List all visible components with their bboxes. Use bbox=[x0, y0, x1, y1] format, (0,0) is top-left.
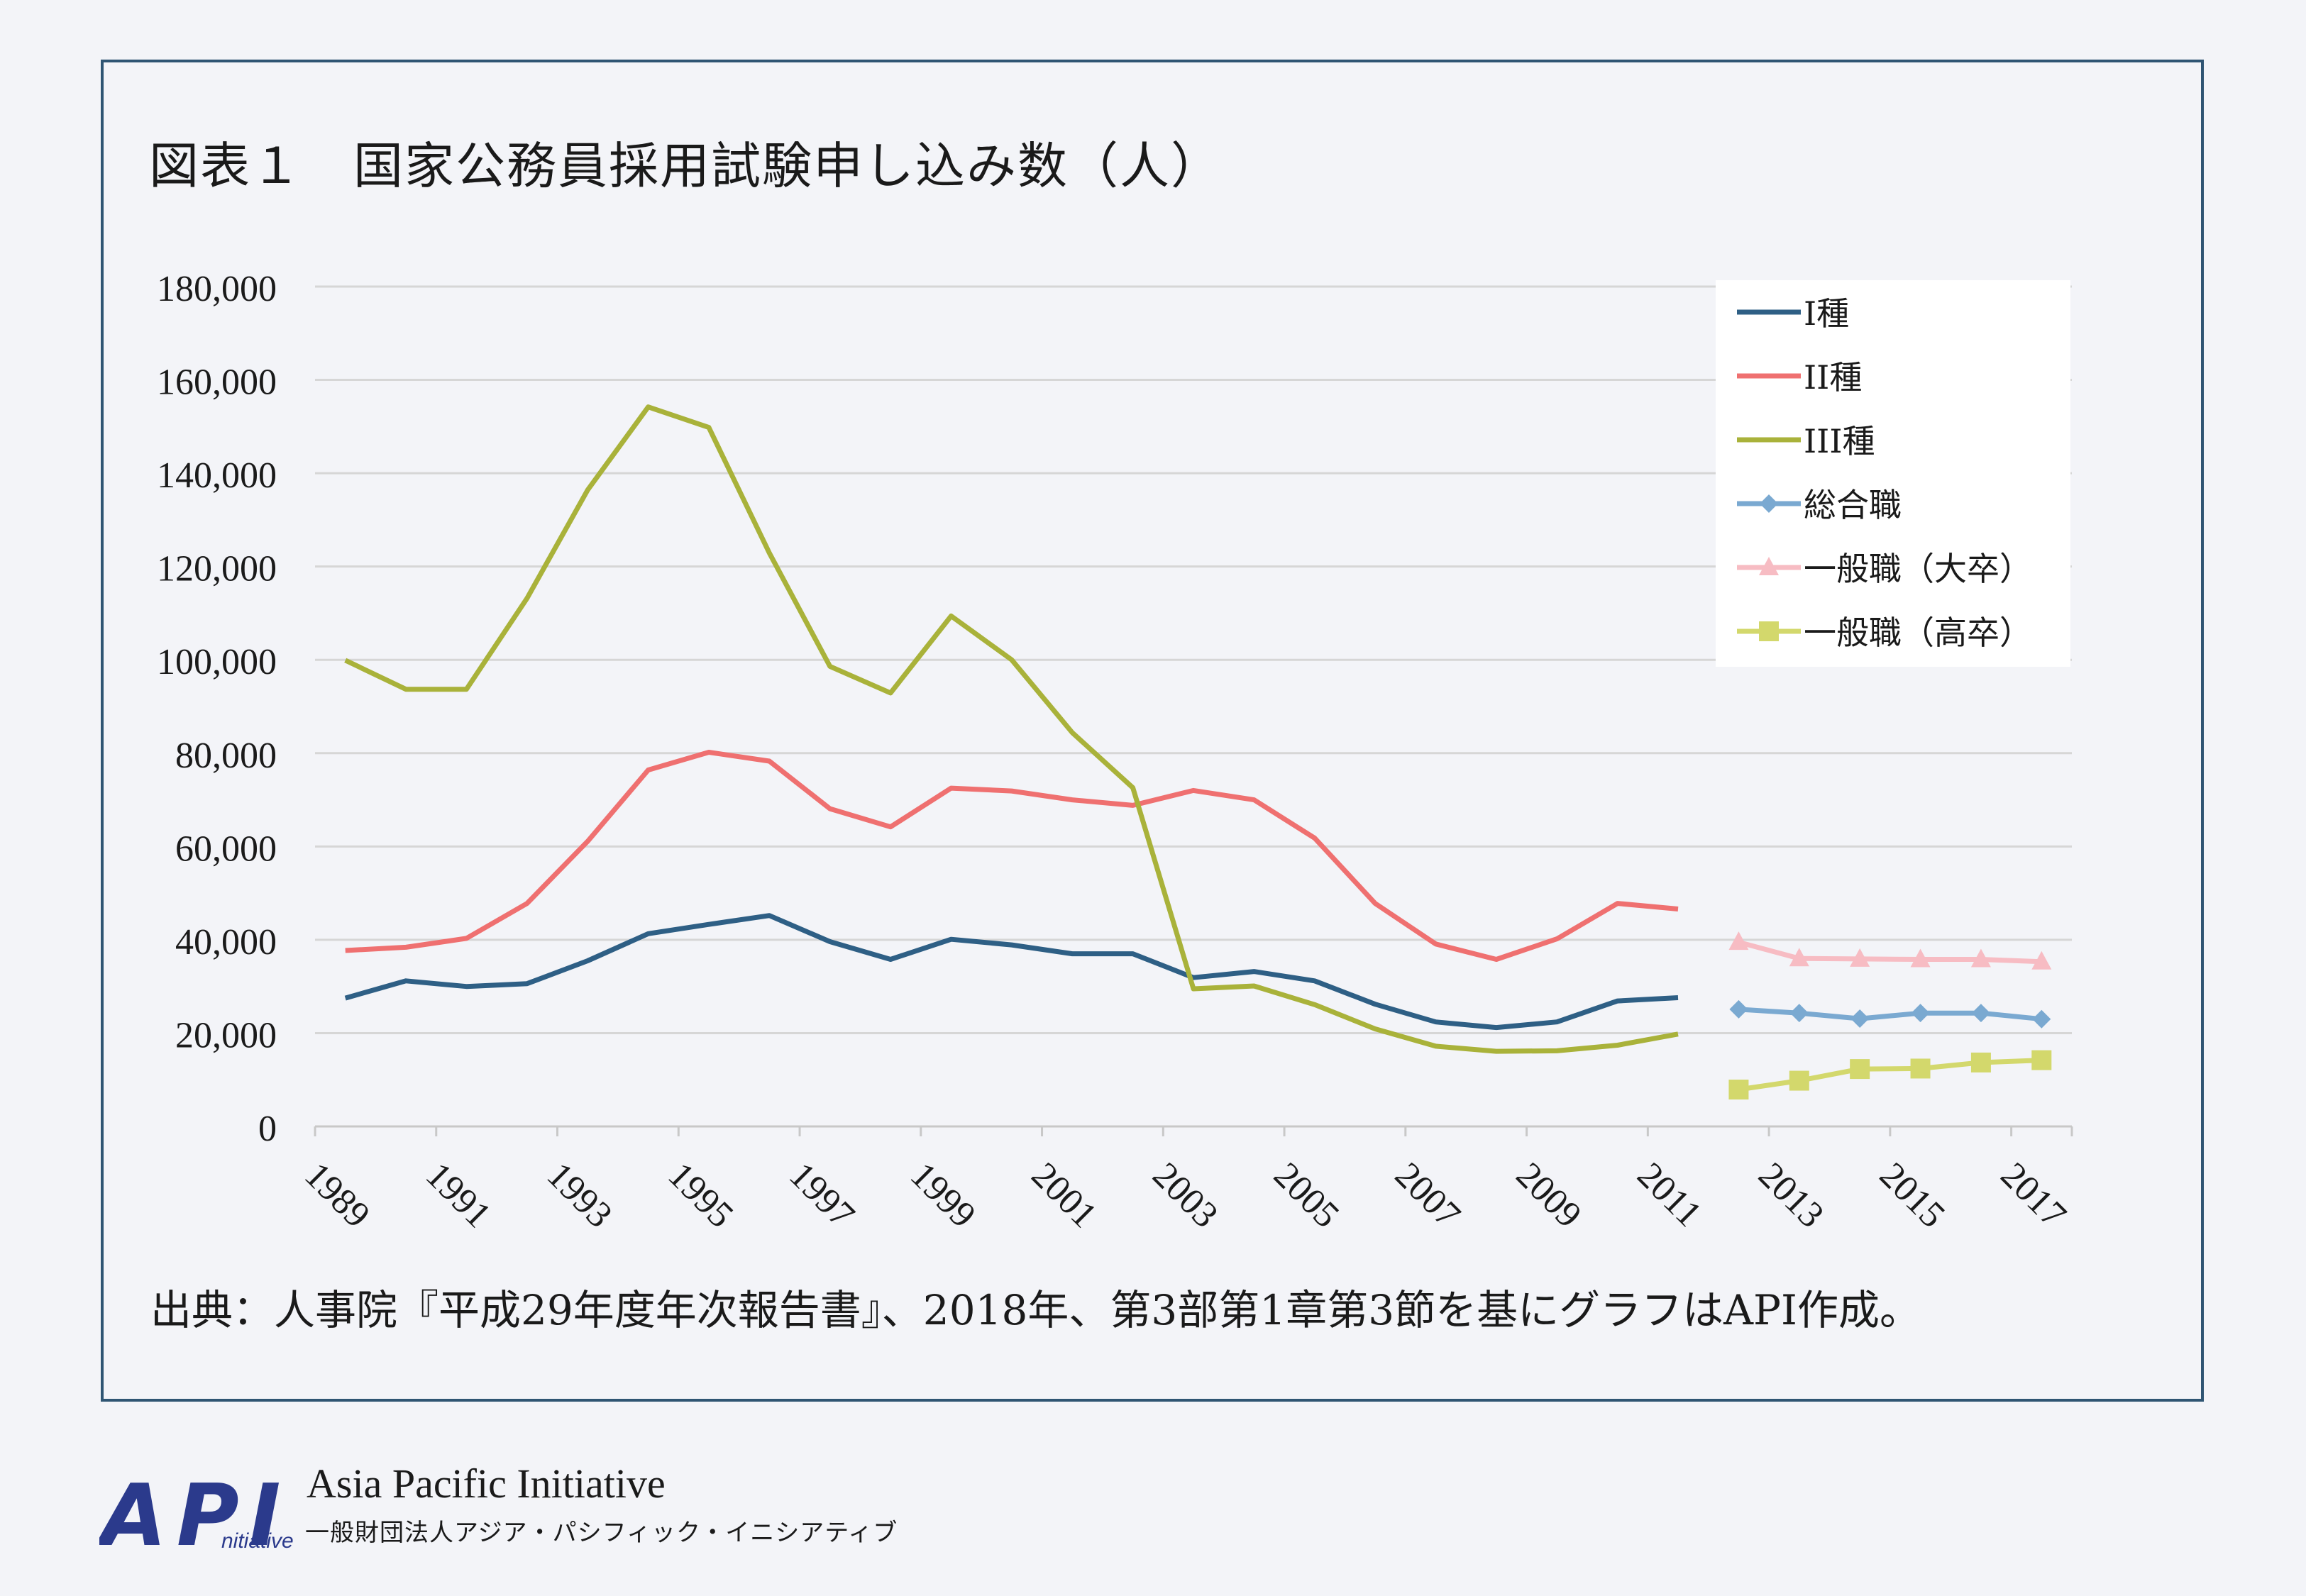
legend-label: II種 bbox=[1804, 358, 1862, 397]
legend-label: 総合職 bbox=[1804, 486, 1902, 524]
y-tick-label: 120,000 bbox=[157, 549, 277, 589]
data-point bbox=[1970, 1052, 1991, 1073]
legend-marker bbox=[1759, 557, 1779, 575]
y-tick-label: 0 bbox=[258, 1109, 277, 1149]
y-tick-label: 20,000 bbox=[175, 1015, 277, 1055]
x-tick-label: 2001 bbox=[1024, 1155, 1105, 1236]
x-tick-label: 2005 bbox=[1266, 1155, 1347, 1236]
data-point bbox=[1850, 948, 1870, 967]
series-line bbox=[344, 913, 1679, 1031]
data-point bbox=[2031, 1050, 2052, 1070]
series-layer bbox=[344, 404, 2052, 1100]
data-point bbox=[1789, 948, 1809, 967]
y-tick-label: 180,000 bbox=[157, 269, 277, 309]
series-1 bbox=[345, 750, 1679, 962]
x-tick-label: 2009 bbox=[1508, 1155, 1589, 1236]
data-point bbox=[1728, 1080, 1749, 1100]
data-point bbox=[1728, 931, 1749, 951]
data-point bbox=[1789, 1004, 1809, 1023]
x-tick-label: 1999 bbox=[903, 1155, 983, 1236]
y-tick-label: 40,000 bbox=[175, 922, 277, 963]
api-logo-sub: nitiative bbox=[221, 1529, 294, 1553]
series-5 bbox=[1728, 1050, 2052, 1100]
data-point bbox=[2031, 951, 2052, 970]
data-point bbox=[1971, 1004, 1990, 1023]
data-point bbox=[1970, 948, 1991, 968]
x-tick-label: 2011 bbox=[1630, 1155, 1709, 1234]
series-line bbox=[1738, 939, 2042, 965]
series-line bbox=[345, 750, 1679, 962]
x-tick-label: 2017 bbox=[1993, 1155, 2074, 1236]
legend-label: 一般職（大卒） bbox=[1804, 550, 2032, 588]
series-2 bbox=[344, 404, 1679, 1054]
source-note: 出典：人事院『平成29年度年次報告書』、2018年、第3部第1章第3節を基にグラ… bbox=[150, 1286, 1921, 1334]
series-line bbox=[1738, 1007, 2042, 1022]
x-tick-label: 2003 bbox=[1145, 1155, 1226, 1236]
x-tick-label: 1997 bbox=[781, 1155, 862, 1236]
x-tick-label: 1995 bbox=[660, 1155, 741, 1236]
data-point bbox=[2032, 1009, 2051, 1029]
org-name-ja: 一般財団法人アジア・パシフィック・イニシアティブ bbox=[305, 1519, 898, 1547]
y-tick-label: 160,000 bbox=[157, 362, 277, 403]
data-point bbox=[1910, 948, 1931, 968]
y-tick-label: 100,000 bbox=[157, 642, 277, 682]
legend-label: I種 bbox=[1804, 294, 1849, 333]
data-point bbox=[1729, 999, 1748, 1019]
series-3 bbox=[1729, 999, 2051, 1029]
org-name-en: Asia Pacific Initiative bbox=[307, 1461, 666, 1507]
data-point bbox=[1911, 1004, 1930, 1023]
x-tick-label: 2007 bbox=[1387, 1155, 1468, 1236]
x-tick-label: 2015 bbox=[1872, 1155, 1953, 1236]
chart-frame bbox=[101, 60, 2204, 1402]
legend-marker bbox=[1759, 621, 1779, 641]
x-tick-label: 1993 bbox=[539, 1155, 620, 1236]
series-line bbox=[344, 404, 1679, 1054]
series-0 bbox=[344, 913, 1679, 1031]
api-logo: API nitiative bbox=[99, 1467, 294, 1553]
y-tick-label: 140,000 bbox=[157, 455, 277, 496]
chart-title: 図表１ 国家公務員採用試験申し込み数（人） bbox=[149, 137, 1222, 195]
legend-label: III種 bbox=[1804, 422, 1875, 460]
data-point bbox=[1850, 1059, 1870, 1080]
y-tick-label: 80,000 bbox=[175, 736, 277, 776]
legend-label: 一般職（高卒） bbox=[1804, 614, 2032, 652]
x-tick-label: 2013 bbox=[1750, 1155, 1831, 1236]
api-logo-letters: API bbox=[99, 1467, 290, 1553]
legend-marker bbox=[1760, 494, 1778, 513]
series-4 bbox=[1728, 931, 2052, 970]
legend-box bbox=[1716, 280, 2070, 667]
data-point bbox=[1850, 1009, 1870, 1029]
x-tick-label: 1989 bbox=[297, 1155, 377, 1236]
x-tick-label: 1991 bbox=[418, 1155, 499, 1236]
data-point bbox=[1910, 1058, 1931, 1079]
series-line bbox=[1738, 1058, 2042, 1092]
data-point bbox=[1789, 1070, 1809, 1091]
y-tick-label: 60,000 bbox=[175, 829, 277, 869]
